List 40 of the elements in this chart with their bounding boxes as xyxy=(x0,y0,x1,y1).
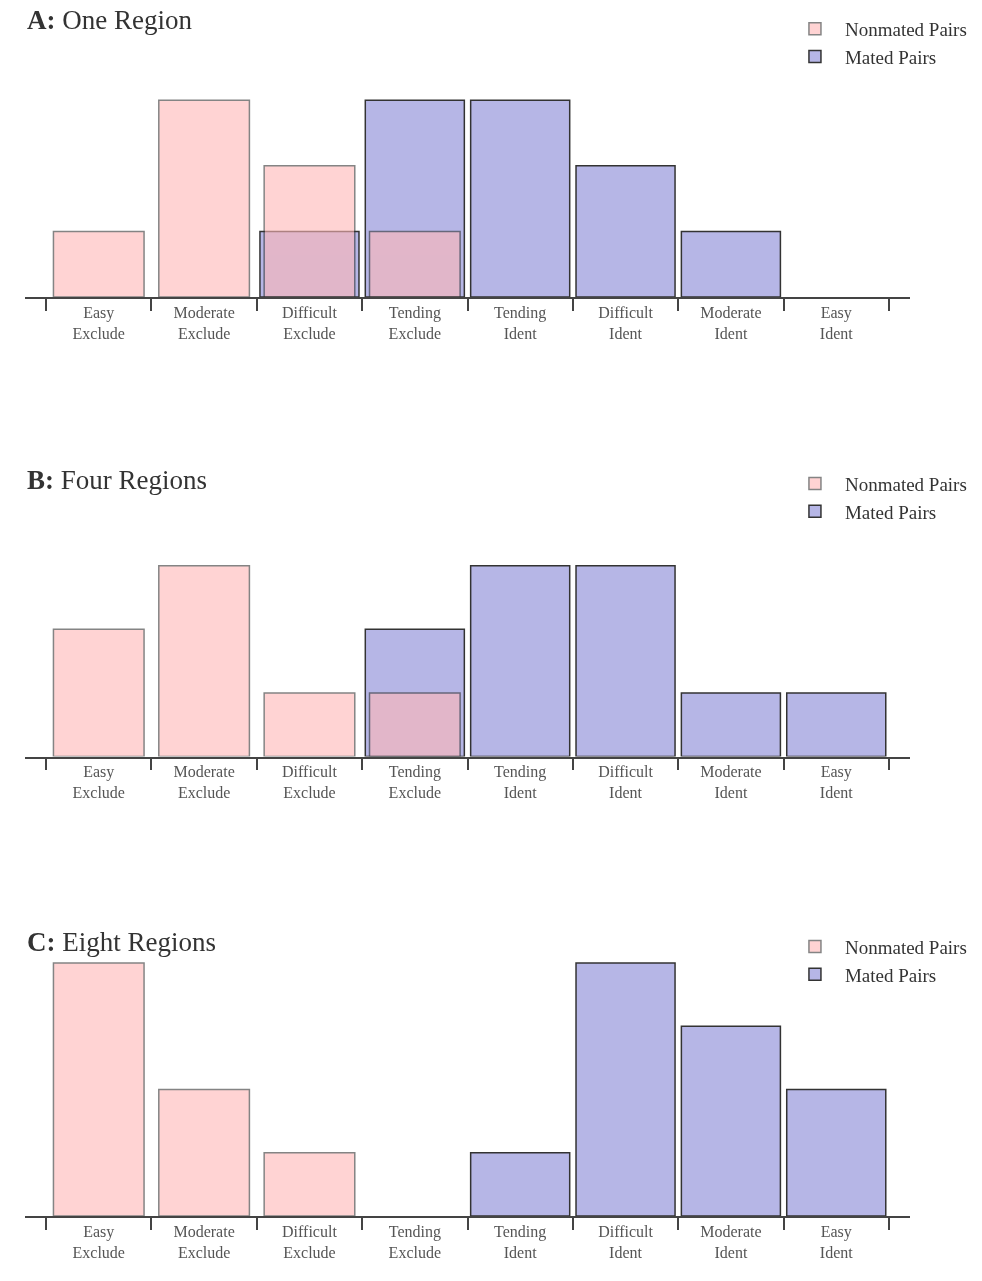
x-tick-label: Difficult Ident xyxy=(598,763,654,802)
x-tick-label: Moderate Exclude xyxy=(173,1222,235,1261)
legend-label: Nonmated Pairs xyxy=(844,937,967,959)
chart-title: A: One Region xyxy=(27,5,193,35)
chart-title: B: Four Regions xyxy=(27,465,208,495)
x-tick-label: Easy Ident xyxy=(819,303,854,342)
x-tick-label: Easy Exclude xyxy=(72,1222,125,1261)
x-tick-label: Difficult Exclude xyxy=(282,1222,338,1261)
x-tick-label: Tending Exclude xyxy=(388,1222,442,1261)
x-tick-label: Tending Ident xyxy=(494,303,547,342)
x-tick-label: Moderate Exclude xyxy=(173,303,235,342)
bar xyxy=(785,1088,887,1216)
x-tick-label: Tending Ident xyxy=(494,763,547,802)
legend-label: Mated Pairs xyxy=(844,46,937,68)
x-tick-label: Moderate Ident xyxy=(700,303,762,342)
x-tick-label: Easy Exclude xyxy=(72,763,125,802)
x-tick-label: Difficult Ident xyxy=(598,303,654,342)
x-tick-label: Difficult Exclude xyxy=(282,303,338,342)
x-tick-label: Easy Ident xyxy=(819,1222,854,1261)
legend-label: Nonmated Pairs xyxy=(844,473,967,495)
x-tick-label: Tending Ident xyxy=(494,1222,547,1261)
x-tick-label: Easy Exclude xyxy=(72,303,125,342)
bar xyxy=(680,1025,782,1216)
x-tick-label: Tending Exclude xyxy=(388,303,442,342)
bar xyxy=(158,1088,251,1216)
chart-title: C: Eight Regions xyxy=(27,927,216,957)
bar xyxy=(575,962,676,1216)
bar xyxy=(52,962,145,1216)
x-tick-label: Moderate Exclude xyxy=(173,763,235,802)
x-tick-label: Moderate Ident xyxy=(700,763,762,802)
legend-label: Mated Pairs xyxy=(844,964,937,986)
x-tick-label: Moderate Ident xyxy=(700,1222,762,1261)
x-tick-label: Easy Ident xyxy=(819,763,854,802)
legend-label: Nonmated Pairs xyxy=(844,19,967,41)
bar xyxy=(469,1152,571,1216)
x-tick-label: Difficult Exclude xyxy=(282,763,338,802)
legend-label: Mated Pairs xyxy=(844,501,937,523)
x-tick-label: Difficult Ident xyxy=(598,1222,654,1261)
bar xyxy=(263,1152,356,1216)
x-tick-label: Tending Exclude xyxy=(388,763,442,802)
